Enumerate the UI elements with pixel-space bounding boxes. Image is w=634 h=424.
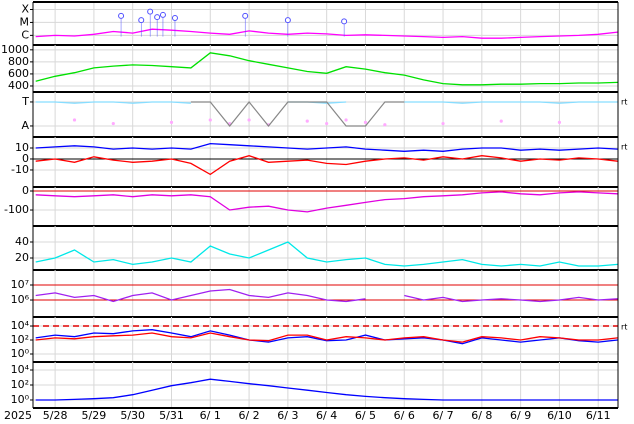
- x-tick-label: 6/ 5: [355, 409, 376, 422]
- flare-marker: [284, 17, 291, 24]
- dot: [557, 120, 562, 124]
- y-tick-label: 10⁴: [11, 363, 30, 376]
- series-line: [35, 191, 618, 213]
- corner-label: rt: [621, 323, 627, 332]
- y-tick-label: M: [20, 15, 30, 28]
- y-tick-label: 0: [22, 184, 29, 197]
- y-tick-label: 10⁷: [11, 278, 29, 291]
- series-line: [35, 332, 618, 343]
- flare-marker: [154, 14, 161, 21]
- x-tick-label: 5/29: [82, 409, 107, 422]
- x-tick-label: 5/31: [159, 409, 184, 422]
- series-line: [35, 28, 618, 39]
- y-tick-label: C: [21, 28, 29, 41]
- year-label: 2025: [4, 409, 32, 422]
- corner-label: rt: [621, 143, 627, 152]
- series-line: [190, 101, 405, 127]
- x-tick-label: 6/11: [586, 409, 611, 422]
- y-tick-label: -100: [4, 203, 29, 216]
- series-line: [35, 329, 618, 345]
- y-tick-label: 40: [15, 235, 29, 248]
- y-tick-label: 10: [15, 141, 29, 154]
- x-tick-label: 5/30: [120, 409, 145, 422]
- y-tick-label: 10²: [11, 333, 29, 346]
- dot: [344, 118, 348, 122]
- y-tick-label: 800: [8, 55, 29, 68]
- y-tick-label: 0: [22, 152, 29, 165]
- dot: [499, 119, 503, 123]
- series-line: [35, 142, 618, 152]
- x-tick-label: 6/ 7: [432, 409, 453, 422]
- dot: [441, 121, 445, 126]
- series-line: [35, 241, 618, 267]
- series-line: [35, 288, 618, 303]
- y-tick-label: X: [21, 2, 29, 15]
- x-tick-label: 6/ 4: [316, 409, 337, 422]
- y-tick-label: T: [21, 95, 29, 108]
- series-line: [35, 155, 618, 176]
- x-tick-label: 6/ 6: [394, 409, 415, 422]
- x-tick-label: 6/ 9: [510, 409, 531, 422]
- dot: [305, 119, 309, 123]
- dot: [111, 121, 115, 126]
- y-tick-label: -10: [11, 163, 29, 176]
- flare-marker: [242, 12, 249, 19]
- x-tick-label: 5/28: [43, 409, 68, 422]
- y-tick-label: 1000: [1, 43, 29, 56]
- flare-marker: [118, 12, 125, 19]
- y-tick-label: 10⁰: [11, 393, 30, 406]
- corner-label: rt: [621, 98, 627, 107]
- flare-marker: [138, 17, 145, 24]
- y-tick-label: 10⁶: [11, 293, 30, 306]
- dot: [325, 121, 329, 126]
- y-tick-label: 10²: [11, 378, 29, 391]
- dot: [363, 120, 368, 124]
- y-tick-label: 10⁴: [11, 319, 30, 332]
- x-tick-label: 6/ 2: [238, 409, 259, 422]
- x-tick-label: 6/ 3: [277, 409, 298, 422]
- dot: [208, 118, 212, 122]
- y-tick-label: 600: [8, 67, 29, 80]
- dot: [383, 123, 387, 127]
- dot: [247, 118, 251, 122]
- flare-marker: [341, 18, 348, 25]
- y-tick-label: 10⁰: [11, 347, 30, 360]
- series-line: [35, 52, 618, 86]
- flare-marker: [171, 15, 178, 22]
- dot: [72, 118, 77, 122]
- y-tick-label: 20: [15, 251, 29, 264]
- x-tick-label: 6/ 8: [471, 409, 492, 422]
- flare-marker: [159, 11, 166, 18]
- y-tick-label: A: [21, 119, 29, 132]
- series-line: [35, 378, 618, 401]
- y-tick-label: 400: [8, 79, 29, 92]
- x-tick-label: 6/10: [547, 409, 572, 422]
- flare-marker: [147, 8, 154, 15]
- dot: [169, 120, 174, 124]
- x-tick-label: 6/ 1: [200, 409, 221, 422]
